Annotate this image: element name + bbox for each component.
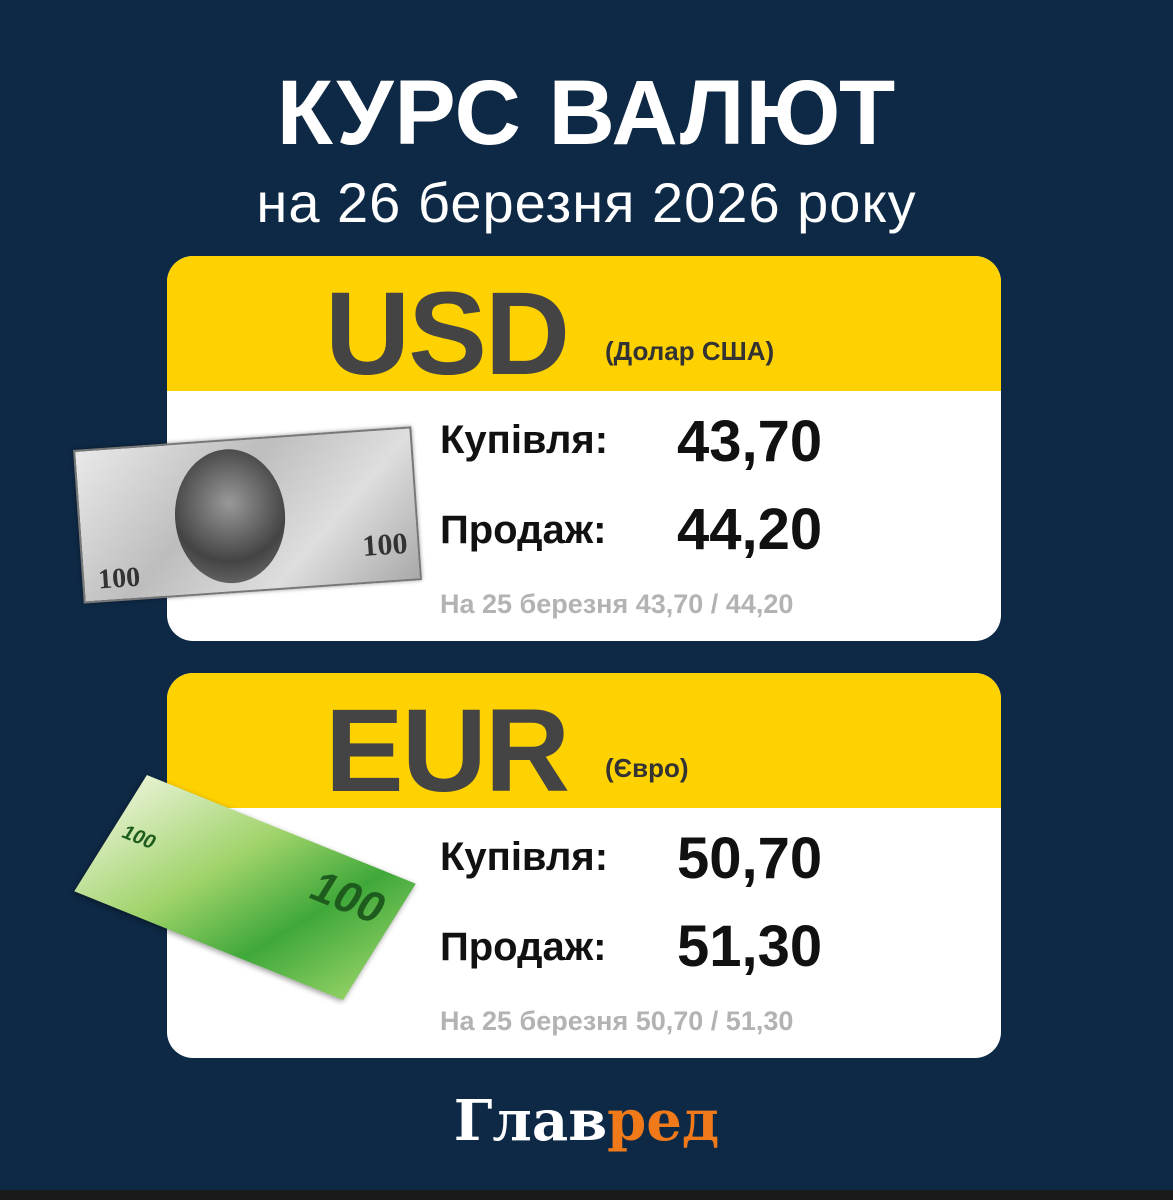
buy-value: 43,70 <box>677 409 823 474</box>
page-subtitle: на 26 березня 2026 року <box>256 171 917 234</box>
currency-code: EUR <box>325 685 570 817</box>
sell-label: Продаж: <box>440 508 607 552</box>
previous-rate: На 25 березня 50,70 / 51,30 <box>440 1006 794 1036</box>
previous-rate: На 25 березня 43,70 / 44,20 <box>440 589 794 619</box>
currency-code: USD <box>325 268 570 400</box>
sell-label: Продаж: <box>440 925 607 969</box>
page-title: КУРС ВАЛЮТ <box>276 62 897 164</box>
buy-label: Купівля: <box>440 418 609 462</box>
portrait <box>170 445 290 587</box>
glavred-logo: Главред <box>453 1088 720 1154</box>
buy-value: 50,70 <box>677 826 823 891</box>
buy-label: Купівля: <box>440 835 609 879</box>
currency-name: (Долар США) <box>605 336 775 366</box>
currency-name: (Євро) <box>605 753 689 783</box>
sell-value: 44,20 <box>677 497 823 562</box>
usd-card-header <box>167 256 1001 391</box>
bottom-strip <box>0 1190 1173 1200</box>
eur-card-header <box>167 673 1001 808</box>
sell-value: 51,30 <box>677 914 823 979</box>
dollar-banknote-image: 100 100 <box>73 426 422 604</box>
